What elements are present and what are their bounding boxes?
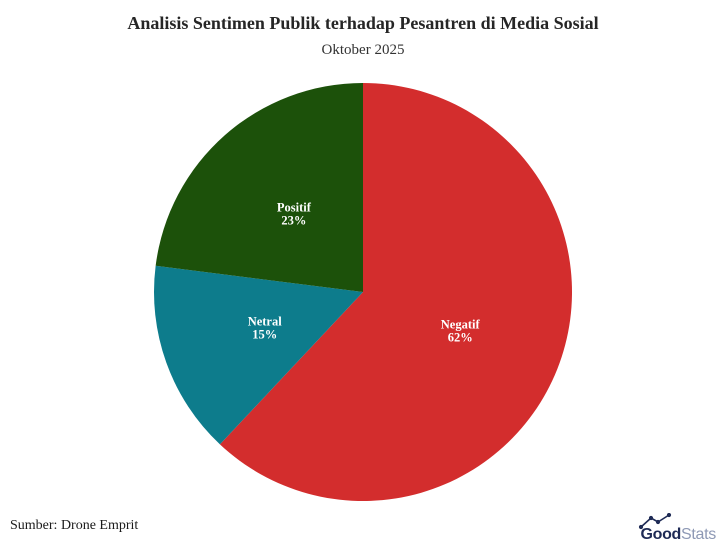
pie-slice-negatif	[219, 83, 573, 502]
trend-line-icon	[638, 513, 672, 530]
chart-subtitle: Oktober 2025	[321, 42, 405, 58]
source-caption: Sumber: Drone Emprit	[10, 518, 139, 533]
logo-bold-text: Good	[640, 526, 682, 543]
slice-label-positif: Positif 23%	[277, 201, 312, 228]
logo-light-text: Stats	[681, 526, 716, 543]
pie-slice-netral	[154, 265, 363, 445]
pie-slice-positif	[155, 83, 363, 292]
goodstats-logo: GoodStats	[630, 512, 716, 546]
goodstats-logo-text: GoodStats	[640, 526, 716, 544]
slice-label-netral: Netral 15%	[248, 314, 283, 341]
chart-title: Analisis Sentimen Publik terhadap Pesant…	[127, 13, 599, 33]
slice-label-negatif: Negatif 62%	[441, 318, 481, 345]
